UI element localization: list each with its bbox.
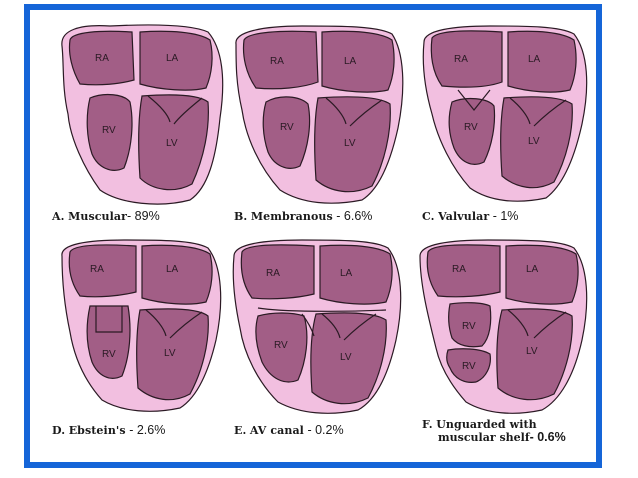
mitral-valve [147,95,203,125]
caption-letter: A. [52,210,65,223]
label-lv: LV [526,346,538,357]
label-rv-lower: RV [462,361,476,372]
label-rv: RV [280,122,294,133]
label-lv: LV [166,138,178,149]
caption-name: AV canal [249,424,304,437]
label-ra: RA [270,56,284,67]
caption-percent: - 0.6% [529,430,566,444]
left-atrium [505,244,579,305]
heart-diagram-c: RA LA RV LV [422,25,588,202]
right-ventricle [255,312,308,383]
label-lv: LV [528,136,540,147]
right-atrium [68,30,135,86]
left-ventricle [496,308,573,401]
panel-c-valvular: RA LA RV LV C. Valvular - 1% [410,18,600,233]
caption-name: Ebstein's [68,424,126,437]
panel-b-membranous: RA LA RV LV B. Membranous - 6.6% [222,18,412,233]
left-ventricle [136,308,209,401]
caption-name: Unguarded with [436,418,537,431]
label-ra: RA [454,54,468,65]
label-ra: RA [266,268,280,279]
mitral-valve [325,97,383,127]
caption-letter: D. [52,424,66,437]
panel-f-unguarded: RA LA RV RV LV F. Unguarded with muscula… [410,232,600,447]
right-ventricle [86,305,131,379]
mitral-valve [509,97,567,127]
right-ventricle [448,97,496,165]
right-ventricle [86,93,133,171]
right-ventricle-lower [446,348,491,383]
heart-diagram-e: RA LA RV LV [232,239,402,414]
left-atrium [141,244,213,305]
caption-b: B. Membranous - 6.6% [234,209,412,224]
panel-a-muscular: RA LA RV LV A. Muscular- 89% [40,18,230,233]
right-atrium [426,244,501,298]
label-la: LA [528,54,541,65]
caption-name: Membranous [250,210,333,223]
caption-letter: F. [422,418,433,431]
tricuspid-valve [457,89,491,111]
heart-diagram-a: RA LA RV LV [61,24,224,205]
caption-c: C. Valvular - 1% [422,209,600,224]
caption-f: F. Unguarded with muscular shelf- 0.6% [422,418,600,444]
right-atrium [430,30,503,88]
panel-d-ebsteins: RA LA RV LV D. Ebstein's - 2.6% [40,232,230,447]
common-av-valve [257,307,387,341]
label-la: LA [166,264,179,275]
left-atrium [507,30,577,93]
left-ventricle [138,94,209,191]
caption-percent: - 89% [127,209,160,223]
left-atrium [319,244,393,305]
caption-name-line2: muscular shelf [438,431,530,444]
left-atrium [139,30,213,91]
right-atrium [68,244,137,298]
right-atrium [240,244,315,300]
label-rv: RV [102,125,116,136]
label-ra: RA [95,53,109,64]
label-la: LA [340,268,353,279]
mitral-valve [507,309,567,339]
label-rv: RV [274,340,288,351]
heart-diagram-f: RA LA RV RV LV [419,239,588,414]
caption-percent: - 2.6% [129,423,166,437]
caption-letter: E. [234,424,247,437]
caption-percent: - 1% [492,209,519,223]
panel-e-av-canal: RA LA RV LV E. AV canal - 0.2% [222,232,412,447]
left-ventricle [314,96,391,193]
mitral-valve [145,309,203,339]
left-ventricle [500,96,573,189]
right-ventricle-upper [448,302,492,348]
label-rv: RV [102,349,116,360]
displaced-tricuspid-valve [95,306,123,333]
label-lv: LV [340,352,352,363]
right-atrium [242,30,319,90]
heart-diagram-d: RA LA RV LV [61,239,222,412]
heart-diagram-b: RA LA RV LV [235,25,404,204]
label-rv-upper: RV [462,321,476,332]
caption-percent: - 0.2% [307,423,344,437]
caption-letter: B. [234,210,248,223]
left-ventricle [310,312,387,405]
label-la: LA [166,53,179,64]
caption-a: A. Muscular- 89% [52,209,230,224]
left-atrium [321,30,395,93]
caption-letter: C. [422,210,435,223]
caption-name: Valvular [438,210,490,223]
caption-name: Muscular [68,210,128,223]
label-ra: RA [90,264,104,275]
caption-percent: - 6.6% [336,209,373,223]
label-lv: LV [344,138,356,149]
label-ra: RA [452,264,466,275]
caption-d: D. Ebstein's - 2.6% [52,423,230,438]
label-lv: LV [164,348,176,359]
right-ventricle [262,96,311,169]
label-la: LA [344,56,357,67]
caption-e: E. AV canal - 0.2% [234,423,412,438]
label-rv: RV [464,122,478,133]
label-la: LA [526,264,539,275]
